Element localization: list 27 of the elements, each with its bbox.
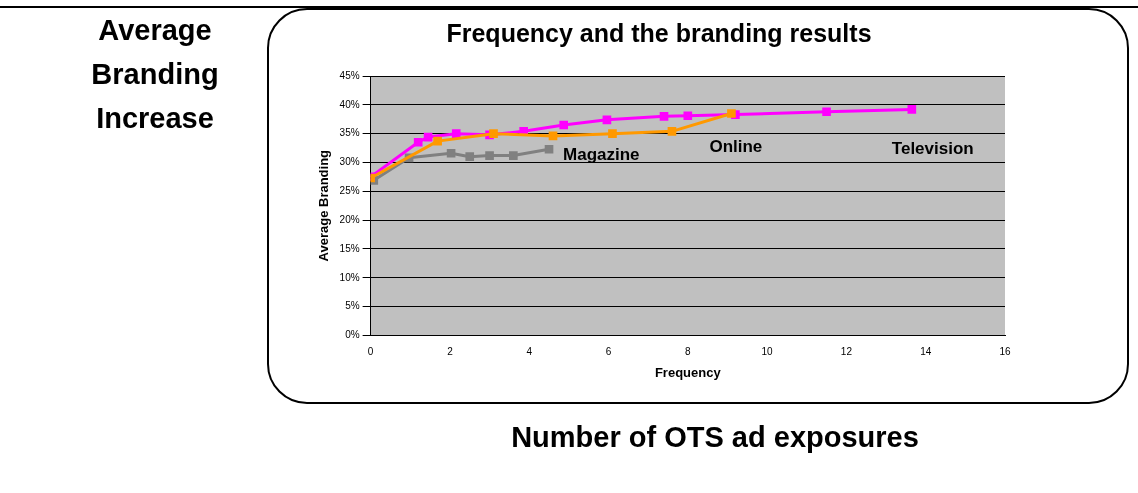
y-tick-label: 25% bbox=[339, 185, 360, 197]
x-tick-label: 10 bbox=[761, 346, 774, 358]
series-label: Television bbox=[891, 139, 974, 159]
y-tick-label: 30% bbox=[339, 156, 360, 168]
y-tick-label: 0% bbox=[345, 329, 360, 341]
y-tick-label: 5% bbox=[345, 300, 360, 312]
y-tick-label: 40% bbox=[339, 98, 360, 110]
chart-title: Frequency and the branding results bbox=[446, 18, 872, 47]
y-tick-label: 35% bbox=[339, 127, 360, 139]
series-label: Magazine bbox=[563, 144, 640, 164]
x-tick-label: 14 bbox=[920, 346, 932, 358]
x-axis-title: Frequency bbox=[654, 364, 722, 380]
x-tick-label: 12 bbox=[840, 346, 853, 358]
y-tick-label: 15% bbox=[339, 242, 360, 254]
x-tick-label: 2 bbox=[447, 346, 454, 358]
x-tick-label: 6 bbox=[605, 346, 612, 358]
series-label: Online bbox=[709, 137, 763, 157]
y-axis-title: Average Branding bbox=[316, 149, 332, 262]
text: Average Branding Increase bbox=[90, 13, 220, 136]
text: Number of OTS ad exposures bbox=[510, 420, 920, 455]
x-tick-label: 4 bbox=[526, 346, 533, 358]
x-tick-label: 8 bbox=[685, 346, 692, 358]
y-tick-label: 20% bbox=[339, 213, 360, 225]
y-tick-label: 10% bbox=[339, 271, 360, 283]
x-tick-label: 0 bbox=[367, 346, 374, 358]
x-tick-label: 16 bbox=[999, 346, 1011, 358]
y-tick-label: 45% bbox=[339, 69, 360, 81]
